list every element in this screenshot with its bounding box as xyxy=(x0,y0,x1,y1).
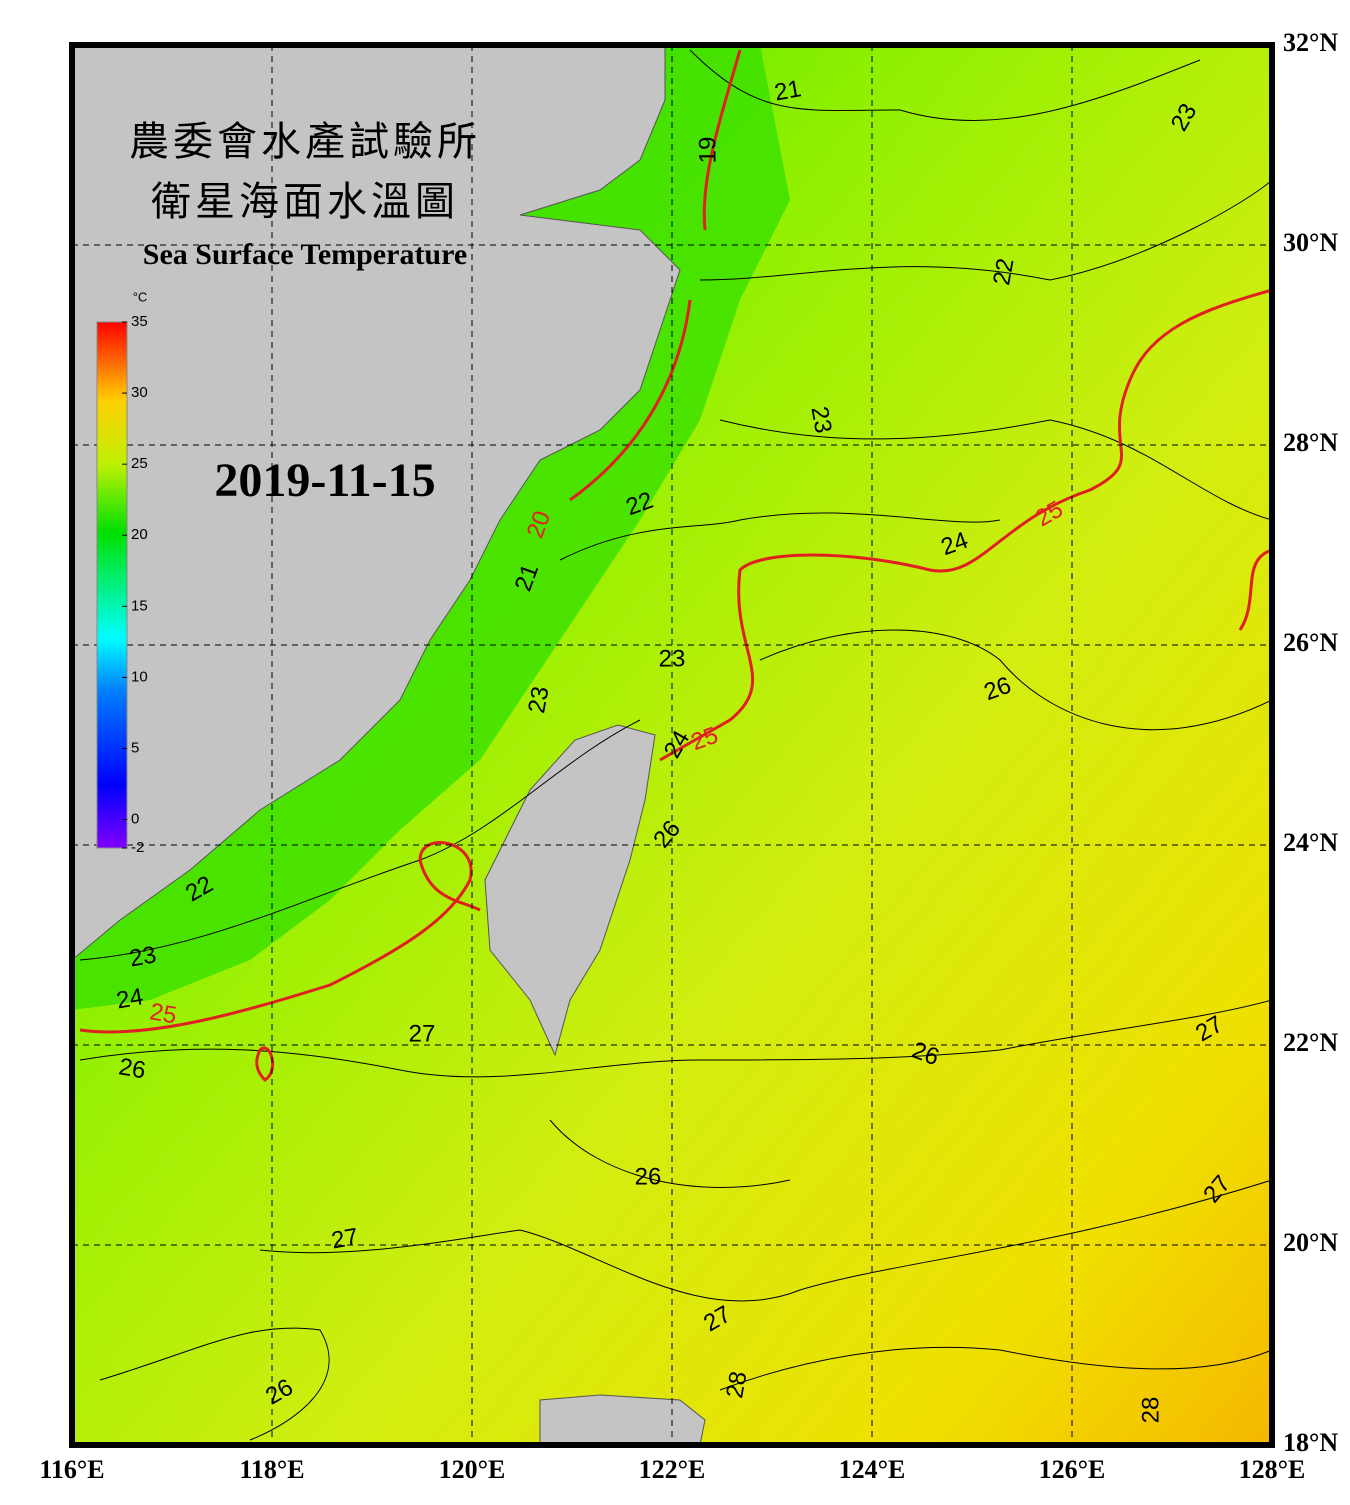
colorbar-tick-label: 35 xyxy=(131,313,148,330)
x-tick-label: 116°E xyxy=(39,1455,104,1484)
colorbar-tick-label: 0 xyxy=(131,811,139,828)
x-tick-label: 128°E xyxy=(1239,1455,1306,1484)
contour-label: 26 xyxy=(635,1163,662,1190)
map-frame xyxy=(69,42,1275,1448)
graticule xyxy=(72,45,1272,1445)
luzon xyxy=(539,1394,706,1445)
contour-label: 27 xyxy=(329,1223,360,1254)
taiwan xyxy=(484,724,656,1057)
colorbar-tick-label: 25 xyxy=(131,455,148,472)
contour-label: 28 xyxy=(1137,1397,1164,1424)
y-tick-label: 22°N xyxy=(1283,1028,1338,1057)
colorbar-tick-label: 20 xyxy=(131,526,148,543)
colorbar-unit: °C xyxy=(133,289,148,304)
map-body: 2123192223222421232623242622232427262726… xyxy=(72,45,1272,1445)
date: 2019-11-15 xyxy=(214,454,435,507)
contour-label: 27 xyxy=(409,1020,436,1047)
x-tick-label: 122°E xyxy=(639,1455,706,1484)
x-tick-label: 118°E xyxy=(239,1455,304,1484)
y-tick-label: 32°N xyxy=(1283,28,1338,57)
colorbar-tick-label: 10 xyxy=(131,668,148,685)
contours xyxy=(79,49,1272,1441)
x-tick-label: 120°E xyxy=(439,1455,506,1484)
colorbar-tick-label: -2 xyxy=(131,839,144,856)
contour-label: 19 xyxy=(694,137,721,164)
contour-label: 23 xyxy=(659,645,686,672)
contour-label: 23 xyxy=(806,404,837,435)
y-tick-label: 26°N xyxy=(1283,628,1338,657)
title-zh-1: 農委會水產試驗所 xyxy=(129,119,481,165)
highlight-contours xyxy=(79,49,1272,1082)
colorbar-tick-label: 15 xyxy=(131,597,148,614)
contour-label: 23 xyxy=(127,941,158,972)
colorbar xyxy=(96,321,128,849)
y-tick-label: 28°N xyxy=(1283,428,1338,457)
axes: 116°E 118°E 120°E 122°E 124°E 126°E 128°E18°N 2… xyxy=(39,28,1338,1484)
x-tick-label: 124°E xyxy=(839,1455,906,1484)
colorbar-tick-label: 30 xyxy=(131,384,148,401)
x-tick-label: 126°E xyxy=(1039,1455,1106,1484)
contour-label: 24 xyxy=(114,983,145,1014)
contour-label: 26 xyxy=(117,1053,148,1084)
colorbar-ticks: 35 30 25 20 15 10 5 0 -2 xyxy=(122,313,148,856)
y-tick-label: 30°N xyxy=(1283,228,1338,257)
contour-label: 28 xyxy=(721,1369,752,1400)
y-tick-label: 24°N xyxy=(1283,828,1338,857)
y-tick-label: 18°N xyxy=(1283,1428,1338,1457)
contour-label: 21 xyxy=(772,75,803,106)
title-zh-2: 衛星海面水溫圖 xyxy=(151,179,459,225)
highlight-contour-label: 25 xyxy=(148,998,179,1029)
title-en: Sea Surface Temperature xyxy=(143,238,467,271)
colorbar-tick-label: 5 xyxy=(131,739,139,756)
contour-label: 22 xyxy=(988,256,1019,287)
y-tick-label: 20°N xyxy=(1283,1228,1338,1257)
contour-label: 23 xyxy=(523,684,554,715)
